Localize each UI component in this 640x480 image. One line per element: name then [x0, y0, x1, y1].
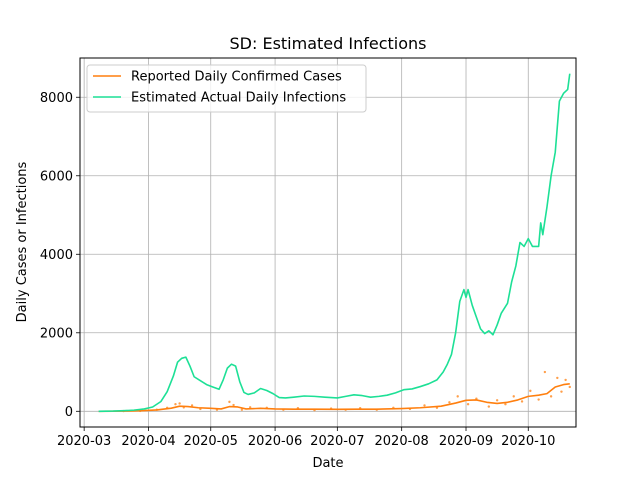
y-axis-label: Daily Cases or Infections	[15, 161, 30, 322]
reported-case-point	[423, 404, 426, 407]
ticks: 2020-03 2020-04 2020-05 2020-06 2020-07 2020-…	[40, 91, 556, 449]
reported-case-point	[240, 408, 244, 411]
reported-case-point	[456, 395, 459, 398]
x-tick-label: 2020-04	[121, 434, 175, 449]
reported-case-point	[520, 400, 524, 403]
x-tick-label: 2020-10	[501, 434, 555, 449]
reported-case-point	[512, 395, 515, 398]
x-tick-label: 2020-05	[184, 434, 238, 449]
reported-case-point	[466, 403, 470, 406]
reported-cases-line	[98, 383, 570, 413]
reported-case-point	[228, 400, 231, 404]
grid	[80, 58, 576, 427]
reported-case-point	[560, 390, 563, 393]
reported-case-point	[549, 395, 553, 398]
reported-case-point	[543, 370, 547, 374]
plot-frame	[79, 57, 577, 428]
legend-box	[86, 64, 367, 113]
x-tick-label: 2020-06	[248, 434, 302, 449]
reported-case-point	[568, 385, 571, 389]
reported-case-point	[190, 404, 194, 407]
y-tick-label: 8000	[40, 91, 73, 106]
reported-case-point	[487, 405, 491, 408]
y-tick-label: 6000	[40, 169, 73, 184]
x-tick-label: 2020-07	[310, 434, 364, 449]
reported-case-point	[174, 403, 177, 406]
reported-case-point	[537, 398, 540, 401]
series-layer	[98, 73, 571, 413]
reported-case-point	[232, 403, 235, 407]
reported-case-point	[504, 403, 507, 406]
reported-case-point	[529, 389, 532, 393]
x-tick-label: 2020-03	[57, 434, 111, 449]
x-tick-label: 2020-09	[439, 434, 493, 449]
x-axis-label: Date	[312, 456, 343, 471]
y-tick-label: 2000	[40, 326, 73, 341]
reported-case-point	[495, 399, 499, 402]
reported-case-point	[564, 378, 567, 382]
chart-title: SD: Estimated Infections	[230, 34, 427, 53]
y-tick-label: 0	[65, 405, 73, 420]
reported-case-point	[178, 402, 181, 405]
reported-case-point	[448, 401, 451, 404]
y-tick-label: 4000	[40, 248, 73, 263]
legend-label: Reported Daily Confirmed Cases	[131, 70, 342, 85]
estimated-infections-line	[98, 73, 571, 413]
legend: Reported Daily Confirmed Cases Estimated …	[86, 64, 367, 113]
reported-case-point	[556, 376, 559, 380]
legend-label: Estimated Actual Daily Infections	[131, 91, 346, 106]
x-tick-label: 2020-08	[375, 434, 429, 449]
